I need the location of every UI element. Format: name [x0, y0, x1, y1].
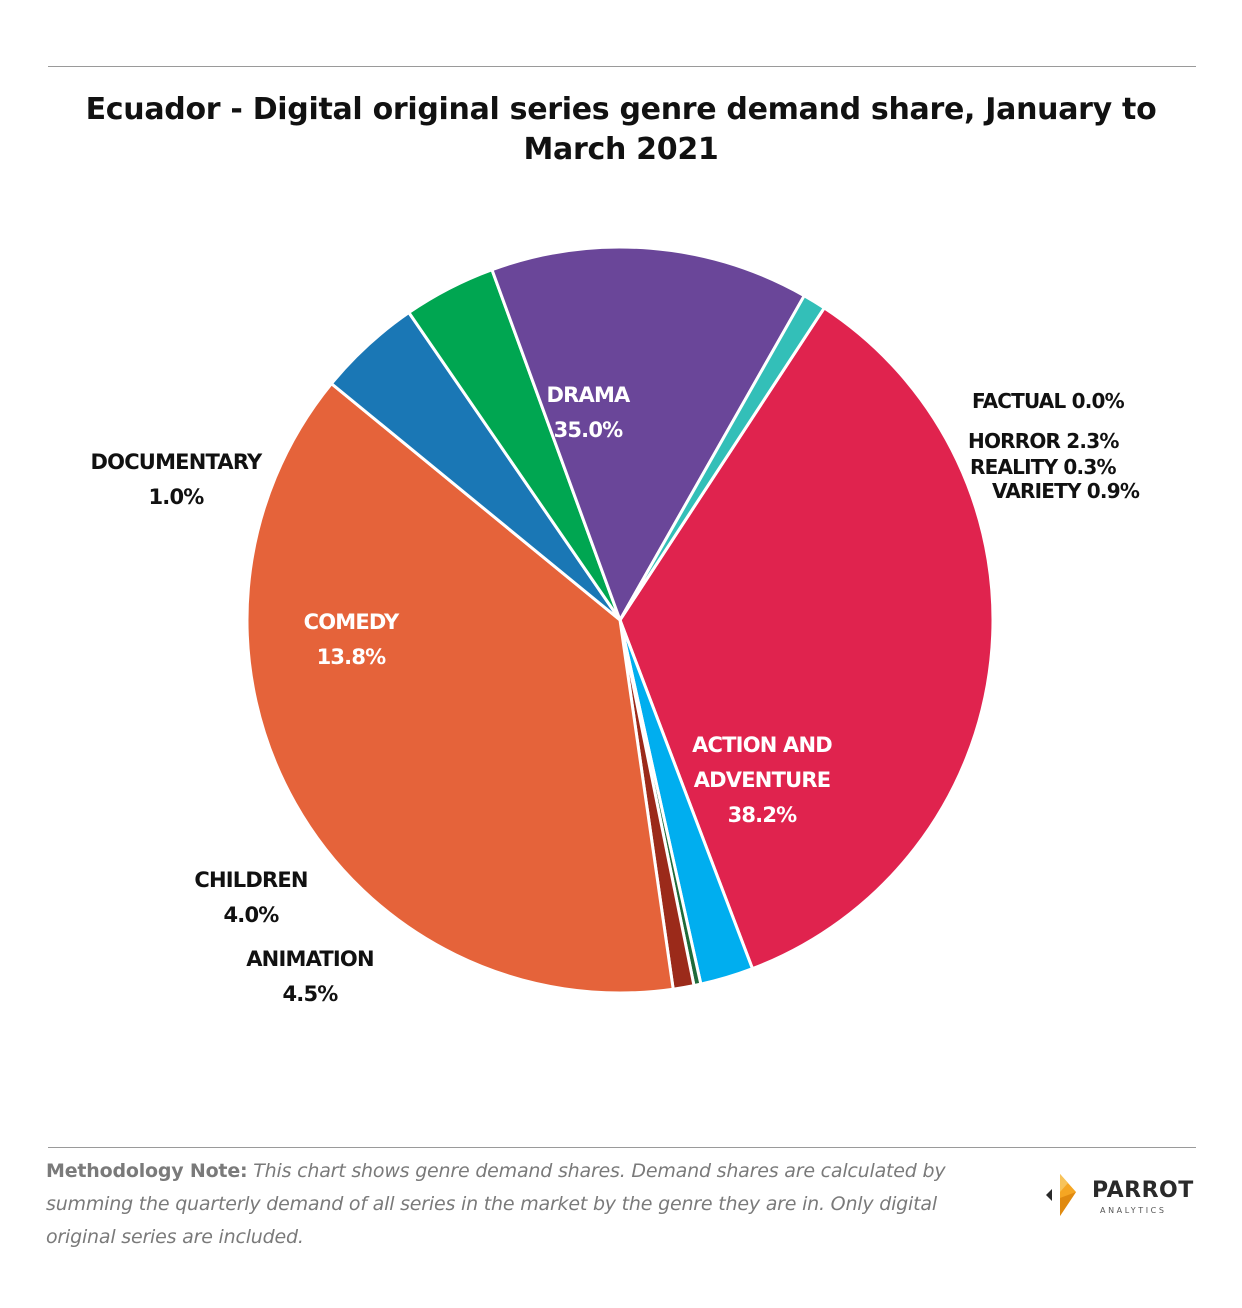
data-label-drama: DRAMA 35.0%	[546, 383, 631, 442]
data-label-action-and-adventure: ACTION AND ADVENTURE 38.2%	[692, 733, 832, 827]
pie-slice-comedy	[490, 245, 806, 622]
parrot-analytics-logo: PARROT ANALYTICS	[1040, 1170, 1200, 1220]
data-label-documentary: DOCUMENTARY 1.0%	[91, 450, 264, 509]
pie-slice-action-and-adventure	[245, 382, 675, 995]
pie-chart: DRAMA 35.0% FACTUAL 0.0% HORROR 2.3%REALITY…	[91, 245, 1141, 1006]
methodology-note-label: Methodology Note:	[46, 1160, 248, 1182]
data-label-animation: ANIMATION 4.5%	[246, 947, 374, 1006]
data-label-variety: VARIETY 0.9%	[992, 479, 1140, 503]
logo-wordmark: PARROT	[1092, 1178, 1194, 1203]
methodology-note-text: This chart shows genre demand shares. De…	[46, 1160, 946, 1248]
data-label-children: CHILDREN 4.0%	[194, 868, 307, 927]
data-label-reality: REALITY 0.3%	[970, 455, 1116, 479]
data-label-comedy: COMEDY 13.8%	[304, 610, 400, 669]
parrot-logo-icon	[1046, 1174, 1076, 1216]
chart-title: Ecuador - Digital original series genre …	[85, 92, 1157, 167]
methodology-note: Methodology Note: This chart shows genre…	[46, 1155, 946, 1254]
bottom-divider	[48, 1147, 1196, 1148]
data-label-horror: HORROR 2.3%	[968, 429, 1119, 453]
pie-slice-documentary	[618, 294, 826, 622]
pie-slice-drama	[618, 306, 995, 971]
logo-subtitle: ANALYTICS	[1100, 1206, 1167, 1215]
data-label-factual: FACTUAL 0.0%	[972, 389, 1125, 413]
top-divider	[48, 66, 1196, 67]
